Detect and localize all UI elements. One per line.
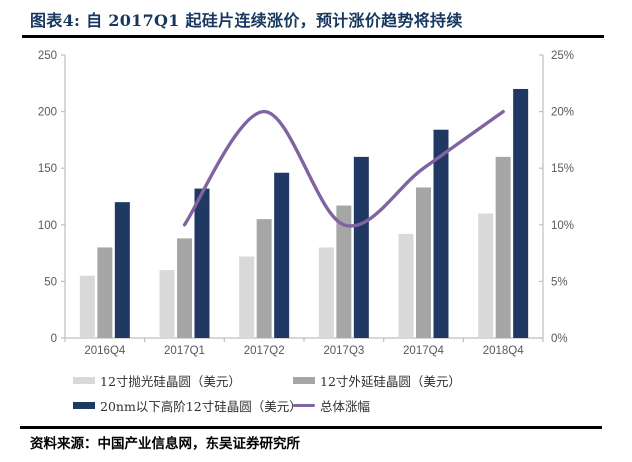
right-axis-tick-label: 25% (551, 50, 574, 62)
dual-axis-bar-line-chart: 0 50 100 150 200 250 0% 5% 10% 15% 20% 25% 2016Q4 201… (38, 50, 574, 357)
bar-1-cat-0 (97, 247, 113, 338)
bar-2-cat-5 (513, 88, 529, 339)
legend-label: 总体涨幅 (320, 399, 371, 414)
left-axis-tick-label: 100 (38, 220, 57, 232)
x-axis-category-label: 2018Q4 (483, 345, 525, 357)
x-axis-category-label: 2017Q4 (403, 345, 445, 357)
right-axis-tick-label: 15% (551, 163, 574, 175)
bar-1-cat-1 (177, 238, 192, 338)
source-attribution: 资料来源：中国产业信息网，东吴证券研究所 (30, 436, 300, 452)
legend-item-epitaxial-wafer: 12寸外延硅晶圆（美元） (293, 371, 461, 390)
right-axis-tick-label: 10% (551, 220, 574, 232)
bar-1-cat-2 (256, 219, 272, 338)
figure-title: 图表4: 自 2017Q1 起硅片连续涨价，预计涨价趋势将持续 (30, 11, 463, 30)
bar-0-cat-5 (478, 213, 494, 338)
legend-swatch-navy (73, 402, 95, 409)
left-axis-tick-label: 200 (38, 107, 57, 119)
right-axis-tick-label: 0% (551, 333, 568, 345)
right-axis-tick-label: 20% (551, 107, 574, 119)
legend-label: 12寸外延硅晶圆（美元） (320, 374, 461, 389)
left-axis-tick-label: 150 (38, 163, 57, 175)
overall-increase-line (182, 109, 505, 228)
bar-2-cat-4 (433, 129, 449, 338)
right-axis-tick-label: 5% (551, 276, 568, 288)
bar-2-cat-1 (194, 188, 210, 338)
x-axis-category-label: 2017Q2 (244, 345, 285, 357)
bar-1-cat-4 (416, 187, 431, 338)
x-axis-category-label: 2017Q3 (323, 345, 364, 357)
bar-1-cat-5 (495, 156, 511, 338)
bar-0-cat-2 (239, 256, 255, 338)
source-divider-rule (20, 426, 602, 429)
x-axis-category-label: 2017Q1 (164, 345, 205, 357)
bar-0-cat-0 (79, 275, 95, 338)
legend-item-polished-wafer: 12寸抛光硅晶圆（美元） (73, 371, 241, 390)
left-axis-tick-label: 250 (38, 50, 57, 62)
bar-0-cat-3 (318, 247, 334, 338)
bar-2-cat-0 (114, 202, 130, 338)
bar-2-cat-2 (274, 172, 290, 338)
left-axis-tick-label: 50 (44, 276, 57, 288)
legend-label: 20nm以下高阶12寸硅晶圆（美元） (100, 399, 302, 414)
bar-0-cat-1 (159, 270, 175, 338)
legend-swatch-mid-gray (293, 377, 315, 384)
left-axis-tick-label: 0 (51, 333, 57, 345)
legend-item-overall-increase: 总体涨幅 (293, 396, 370, 415)
legend-swatch-purple-line (293, 403, 315, 408)
x-axis-category-label: 2016Q4 (84, 345, 126, 357)
bar-2-cat-3 (353, 156, 369, 338)
legend-item-20nm-wafer: 20nm以下高阶12寸硅晶圆（美元） (73, 396, 302, 415)
legend-label: 12寸抛光硅晶圆（美元） (100, 374, 241, 389)
bar-1-cat-3 (336, 205, 352, 338)
title-divider-rule (22, 35, 604, 38)
bar-0-cat-4 (398, 233, 414, 338)
legend-swatch-light-gray (73, 377, 95, 384)
